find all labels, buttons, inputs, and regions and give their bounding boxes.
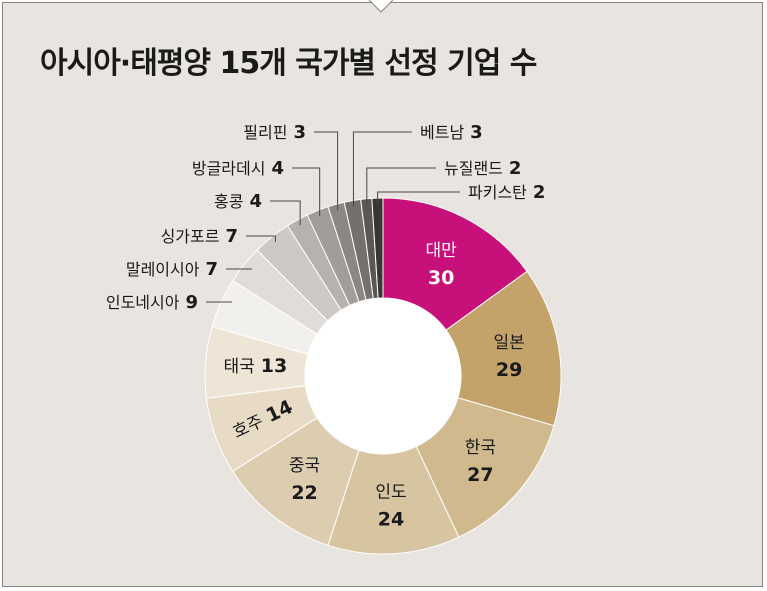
slice-2-label: 한국 — [465, 438, 496, 458]
slice-6-label-group: 태국 13 — [224, 355, 288, 377]
leader-lines-layer — [206, 131, 460, 303]
slice-15-label: 파키스탄 2 — [468, 182, 545, 203]
slice-6-label: 태국 13 — [224, 355, 288, 377]
slice-0-label-group: 대만 30 — [425, 241, 457, 289]
slice-12-label: 필리핀 3 — [243, 122, 306, 143]
slice-9-value: 7 — [225, 226, 238, 247]
slice-4-value: 22 — [291, 482, 317, 504]
slice-13-value: 3 — [470, 122, 483, 143]
slice-7-value: 9 — [185, 292, 198, 313]
notch-chevron-icon — [368, 0, 394, 13]
slice-13-leader-line — [352, 131, 412, 207]
slice-0-label: 대만 — [425, 241, 457, 261]
slice-9-leader-line — [246, 235, 276, 242]
slices-layer — [204, 197, 562, 555]
slice-14-label: 뉴질랜드 2 — [444, 158, 521, 179]
slice-11-leader-line — [292, 167, 321, 217]
slice-7-label: 인도네시아 9 — [106, 292, 198, 313]
slice-12-leader-line — [314, 131, 339, 211]
slice-11-value: 4 — [271, 158, 284, 179]
chart-title: 아시아·태평양 15개 국가별 선정 기업 수 — [40, 46, 537, 81]
slice-2-label-group: 한국 27 — [465, 438, 496, 486]
slice-15-value: 2 — [533, 182, 546, 203]
slice-10-value: 4 — [249, 191, 262, 212]
slice-11-label: 방글라데시 4 — [192, 158, 284, 179]
slice-8-value: 7 — [205, 259, 218, 280]
slice-15-leader-line — [377, 191, 460, 205]
slice-0-value: 30 — [428, 267, 454, 289]
slice-1-label: 일본 — [493, 333, 524, 353]
donut-hole — [305, 298, 461, 454]
slice-3-label-group: 인도 24 — [375, 483, 406, 531]
slice-8-label: 말레이시아 7 — [126, 259, 218, 280]
slice-2-value: 27 — [467, 464, 493, 486]
slice-6-value: 13 — [261, 355, 287, 377]
slice-14-value: 2 — [509, 158, 522, 179]
slice-14-leader-line — [366, 167, 436, 205]
slice-13-label: 베트남 3 — [420, 122, 483, 143]
slice-3-value: 24 — [378, 509, 404, 531]
slice-1-value: 29 — [496, 359, 522, 381]
slice-4-label: 중국 — [289, 456, 320, 476]
slice-10-label: 홍콩 4 — [214, 191, 262, 212]
slice-9-label: 싱가포르 7 — [161, 226, 238, 247]
slice-4-label-group: 중국 22 — [289, 456, 320, 504]
slice-10-leader-line — [270, 200, 301, 226]
slice-3-label: 인도 — [375, 483, 406, 503]
slice-12-value: 3 — [293, 122, 306, 143]
slice-1-label-group: 일본 29 — [493, 333, 524, 381]
